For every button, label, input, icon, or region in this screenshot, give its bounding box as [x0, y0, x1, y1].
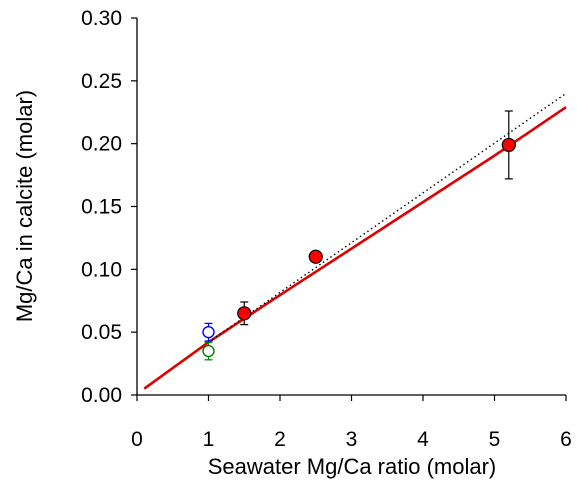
plot-points [202, 137, 516, 358]
plot-lines [143, 92, 567, 390]
data-point [202, 344, 215, 358]
data-point [308, 249, 323, 264]
data-point [237, 306, 252, 321]
axes [136, 18, 566, 396]
x-tick-label: 4 [417, 428, 429, 451]
x-tick-label: 6 [560, 428, 572, 451]
dotted-reference-line [208, 92, 567, 343]
y-axis-title: Mg/Ca in calcite (molar) [12, 90, 37, 322]
y-tick-label: 0.25 [81, 70, 122, 93]
data-point [501, 137, 516, 153]
y-tick-label: 0.00 [81, 384, 122, 407]
x-tick-label: 1 [203, 428, 215, 451]
x-tick-label: 2 [274, 428, 286, 451]
y-tick-label: 0.10 [81, 258, 122, 281]
x-axis-title: Seawater Mg/Ca ratio (molar) [208, 454, 497, 479]
x-tick-label: 5 [489, 428, 501, 451]
y-tick-label: 0.20 [81, 133, 122, 156]
y-tick-label: 0.15 [81, 196, 122, 219]
plot-errorbars [204, 110, 513, 361]
ticks: 0 1 2 3 4 5 6 0.00 0.05 0.10 0.15 0.20 0.25 0.30 [81, 7, 572, 451]
y-tick-label: 0.05 [81, 321, 122, 344]
x-tick-label: 0 [131, 428, 143, 451]
x-tick-label: 3 [346, 428, 358, 451]
data-point [202, 325, 215, 339]
y-tick-label: 0.30 [81, 7, 122, 30]
